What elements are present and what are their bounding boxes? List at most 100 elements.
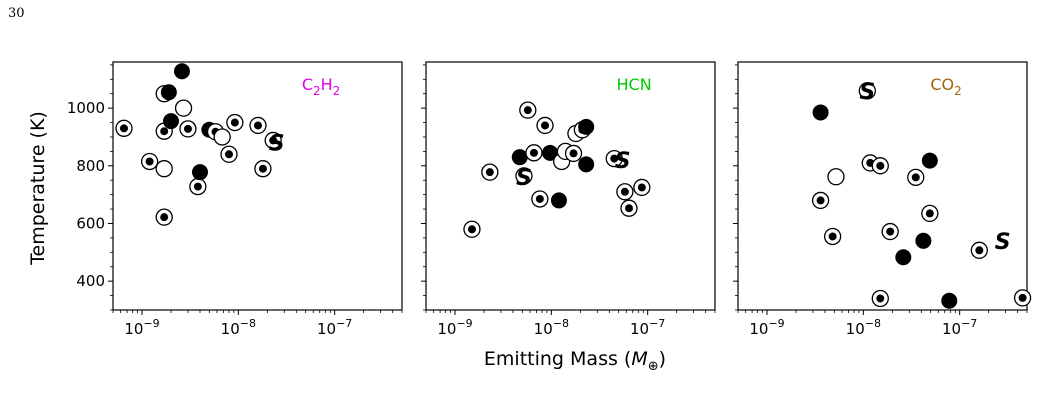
x-tick-exponent: −9	[456, 317, 472, 330]
data-point-dot	[541, 121, 550, 130]
data-point-dot	[620, 187, 629, 196]
data-point-dot	[925, 209, 934, 218]
data-point-open	[213, 128, 231, 146]
data-point-dot	[911, 173, 920, 182]
x-tick-base: 10	[630, 320, 649, 338]
x-axis-title-subscript: ⊕	[648, 359, 659, 374]
data-point-dot	[523, 106, 532, 115]
panel-title: C2H2	[302, 75, 340, 98]
data-point-filled	[173, 63, 190, 80]
data-point-filled	[812, 104, 829, 121]
s-label: S	[995, 230, 1011, 255]
data-point-dot	[637, 183, 646, 192]
x-axis-title: Emitting Mass (M⊕)	[484, 348, 666, 374]
data-point-filled	[160, 84, 177, 101]
data-point-open	[515, 167, 533, 185]
s-label: S	[516, 166, 532, 191]
data-point-dot	[119, 124, 128, 133]
data-point-dot	[160, 213, 169, 222]
x-tick-exponent: −7	[336, 317, 352, 330]
page-number: 30	[8, 6, 25, 21]
x-tick-base: 10	[534, 320, 553, 338]
s-label: S	[269, 132, 285, 157]
data-point-dot	[624, 204, 633, 213]
x-tick-base: 10	[846, 320, 865, 338]
data-point-dot	[485, 168, 494, 177]
x-tick-label: 10−9	[437, 317, 472, 338]
panel-frame	[737, 61, 1028, 311]
data-point-dot	[886, 227, 895, 236]
data-point-filled	[511, 149, 528, 166]
x-axis-title-text: Emitting Mass (	[484, 348, 631, 370]
x-axis-title-symbol: M	[631, 348, 647, 370]
x-tick-label: 10−9	[124, 317, 159, 338]
data-point-dot	[160, 127, 169, 136]
data-point-dot	[535, 194, 544, 203]
x-tick-exponent: −9	[143, 317, 159, 330]
x-tick-exponent: −9	[768, 317, 784, 330]
data-point-open	[155, 160, 173, 178]
data-point-filled	[941, 292, 958, 309]
x-tick-label: 10−8	[534, 317, 569, 338]
y-tick-label: 400	[76, 272, 105, 290]
data-point-filled	[578, 118, 595, 135]
x-tick-exponent: −7	[649, 317, 665, 330]
data-point-dot	[253, 121, 262, 130]
x-tick-base: 10	[221, 320, 240, 338]
data-point-dot	[876, 294, 885, 303]
x-tick-base: 10	[317, 320, 336, 338]
x-tick-exponent: −8	[865, 317, 881, 330]
x-tick-base: 10	[124, 320, 143, 338]
data-point-dot	[183, 124, 192, 133]
y-axis-title: Temperature (K)	[27, 111, 49, 266]
x-tick-exponent: −8	[553, 317, 569, 330]
data-point-dot	[224, 150, 233, 159]
data-point-dot	[269, 136, 278, 145]
data-point-open	[174, 99, 193, 117]
data-point-filled	[578, 156, 595, 173]
data-point-dot	[975, 246, 984, 255]
y-tick-label: 800	[76, 157, 105, 175]
data-point-filled	[542, 144, 559, 161]
x-tick-label: 10−8	[846, 317, 881, 338]
data-point-dot	[467, 225, 476, 234]
panel-title: CO2	[930, 75, 961, 98]
x-axis-title-close: )	[659, 348, 666, 370]
panel-title-part: C	[302, 75, 313, 94]
data-point-dot	[230, 118, 239, 127]
data-point-open	[827, 168, 845, 186]
x-tick-exponent: −7	[961, 317, 977, 330]
x-tick-base: 10	[942, 320, 961, 338]
x-tick-label: 10−8	[221, 317, 256, 338]
panel-frame	[425, 61, 716, 311]
y-tick-label: 1000	[67, 99, 105, 117]
x-tick-base: 10	[749, 320, 768, 338]
s-label: S	[859, 80, 875, 105]
data-point-dot	[816, 196, 825, 205]
s-label: S	[615, 149, 631, 174]
x-tick-label: 10−7	[942, 317, 977, 338]
panel-title-part: 2	[954, 84, 962, 98]
panel-title: HCN	[616, 75, 651, 94]
x-tick-label: 10−9	[749, 317, 784, 338]
panel-title-part: 2	[313, 84, 321, 98]
panel-title-part: H	[321, 75, 333, 94]
y-tick-label: 600	[76, 214, 105, 232]
data-point-dot	[529, 148, 538, 157]
panel-title-part: HCN	[616, 75, 651, 94]
data-point-filled	[191, 164, 208, 181]
data-point-filled	[895, 249, 912, 266]
data-point-dot	[145, 157, 154, 166]
x-tick-base: 10	[437, 320, 456, 338]
data-point-dot	[258, 164, 267, 173]
data-point-dot	[610, 154, 619, 163]
panel-title-part: 2	[333, 84, 341, 98]
x-tick-label: 10−7	[630, 317, 665, 338]
x-tick-label: 10−7	[317, 317, 352, 338]
data-point-dot	[876, 161, 885, 170]
data-point-filled	[915, 232, 932, 249]
